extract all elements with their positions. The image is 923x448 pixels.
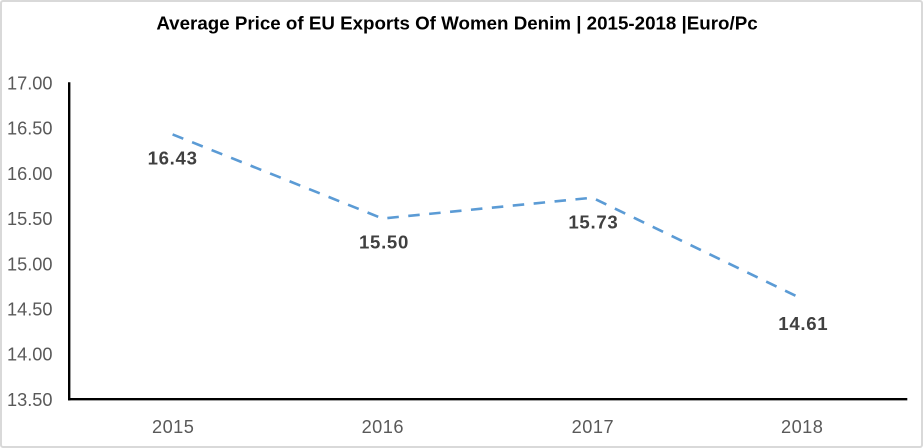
svg-text:15.50: 15.50 (7, 209, 53, 229)
svg-text:14.50: 14.50 (7, 300, 53, 320)
svg-text:2016: 2016 (362, 417, 404, 437)
svg-text:16.50: 16.50 (7, 119, 53, 139)
svg-text:Average Price of EU Exports Of: Average Price of EU Exports Of Women Den… (156, 13, 757, 34)
svg-text:15.73: 15.73 (568, 212, 618, 233)
svg-text:15.00: 15.00 (7, 254, 53, 274)
svg-text:16.00: 16.00 (7, 164, 53, 184)
svg-text:2017: 2017 (572, 417, 614, 437)
svg-text:14.61: 14.61 (778, 313, 828, 334)
svg-text:14.00: 14.00 (7, 345, 53, 365)
svg-text:2015: 2015 (152, 417, 194, 437)
svg-text:15.50: 15.50 (359, 232, 409, 253)
svg-text:17.00: 17.00 (7, 74, 53, 94)
svg-text:13.50: 13.50 (7, 390, 53, 410)
svg-text:2018: 2018 (781, 417, 823, 437)
svg-text:16.43: 16.43 (148, 148, 198, 169)
